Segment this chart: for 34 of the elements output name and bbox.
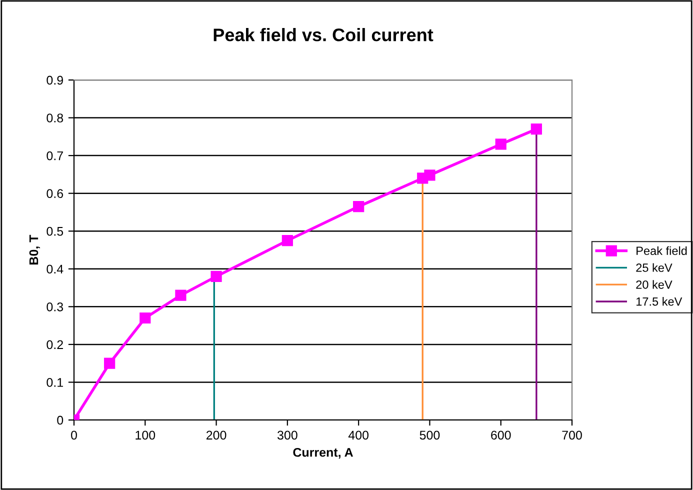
- point: [282, 235, 293, 246]
- chart-title: Peak field vs. Coil current: [214, 28, 434, 42]
- x-tick-label: 300: [277, 430, 298, 440]
- point: [175, 290, 186, 301]
- y-tick-label: 0.3: [46, 302, 64, 312]
- point: [424, 170, 436, 181]
- y-axis-title: B0, T: [29, 234, 40, 264]
- point: [495, 138, 506, 150]
- y-tick-label: 0.4: [46, 264, 64, 274]
- legend-label: 25 keV: [636, 263, 672, 272]
- point: [210, 270, 222, 282]
- y-tick-label: 0.9: [46, 76, 63, 85]
- y-tick-label: 0.7: [46, 151, 63, 160]
- x-tick-label: 0: [71, 430, 77, 440]
- legend-label: Peak field: [636, 246, 687, 256]
- y-tick-label: 0: [57, 416, 64, 425]
- x-tick-label: 200: [206, 430, 226, 440]
- legend-label: 17.5 keV: [636, 297, 682, 306]
- point: [104, 358, 116, 369]
- y-tick-label: 0.1: [46, 378, 63, 387]
- x-tick-label: 600: [491, 430, 511, 440]
- y-tick-label: 0.8: [46, 114, 64, 122]
- legend-label: 20 keV: [636, 280, 672, 289]
- point: [530, 124, 542, 135]
- y-tick-label: 0.5: [46, 226, 64, 236]
- x-tick-label: 100: [136, 430, 156, 440]
- x-tick-label: 500: [420, 430, 440, 440]
- x-tick-label: 700: [562, 430, 582, 440]
- y-tick-label: 0.6: [46, 189, 64, 198]
- x-tick-label: 400: [348, 430, 369, 440]
- y-tick-label: 0.2: [46, 340, 63, 350]
- point: [140, 312, 151, 324]
- point: [353, 201, 364, 212]
- x-axis-title: Current, A: [293, 448, 353, 459]
